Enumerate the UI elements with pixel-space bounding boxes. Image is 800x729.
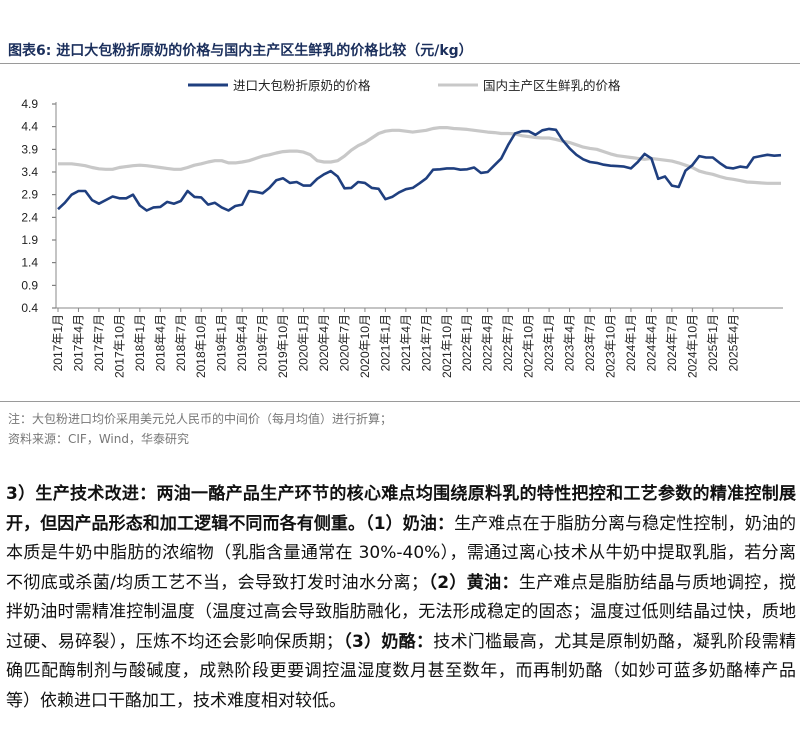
cheese-label: （3）奶酪： <box>342 631 434 652</box>
cheese-text: 技术门槛最高，尤其是原制奶酪，凝乳阶段需精确匹配酶制剂与酸碱度，成熟阶段更要调控… <box>6 631 797 711</box>
x-tick-label: 2023年7月 <box>583 314 597 371</box>
x-tick-label: 2022年1月 <box>460 314 474 371</box>
x-tick-label: 2025年1月 <box>706 314 720 371</box>
series-line-domestic-milk <box>58 125 781 185</box>
x-axis: 2017年1月 2017年4月 2017年7月 2017年10月 2018年1月 2018… <box>51 307 783 378</box>
legend-domestic-milk-label: 国内主产区生鲜乳的价格 <box>483 78 621 93</box>
x-tick-label: 2023年1月 <box>542 314 556 371</box>
x-tick-label: 2019年4月 <box>235 314 249 371</box>
x-tick-label: 2021年1月 <box>378 314 392 371</box>
y-axis: 4.9 4.4 3.9 3.4 2.9 2.4 1.9 1.4 0.9 0.4 <box>21 97 57 315</box>
x-tick-label: 2018年1月 <box>133 314 147 371</box>
x-tick-label: 2018年4月 <box>153 314 167 371</box>
notes-rule <box>0 401 800 402</box>
x-tick-label: 2023年10月 <box>603 314 617 378</box>
legend-imported-powder-label: 进口大包粉折原奶的价格 <box>233 78 371 93</box>
chart-legend: 进口大包粉折原奶的价格 国内主产区生鲜乳的价格 <box>188 78 621 93</box>
line-chart: 进口大包粉折原奶的价格 国内主产区生鲜乳的价格 4.9 4.4 3.9 3.4 2.9 2.… <box>21 78 783 378</box>
x-tick-label: 2017年10月 <box>112 314 126 378</box>
x-tick-label: 2024年4月 <box>644 314 658 371</box>
x-tick-label: 2024年7月 <box>665 314 679 371</box>
x-tick-label: 2018年7月 <box>174 314 188 371</box>
y-tick-label: 2.4 <box>21 210 38 224</box>
x-tick-label: 2020年1月 <box>297 314 311 371</box>
butter-text: 生产难点是脂肪结晶与质地调控，搅拌奶油时需精准控制温度（温度过高会导致脂肪融化，… <box>6 572 797 652</box>
y-tick-label: 0.4 <box>21 301 38 315</box>
x-tick-label: 2017年4月 <box>71 314 85 371</box>
title-rule <box>0 63 800 64</box>
y-tick-label: 4.9 <box>21 97 38 111</box>
y-tick-label: 4.4 <box>21 120 38 134</box>
y-tick-label: 0.9 <box>21 278 38 292</box>
body-heading: 3）生产技术改进：两油一酪产品生产环节的核心难点均围绕原料乳的特性把控和工艺参数… <box>6 484 796 534</box>
x-tick-label: 2024年10月 <box>685 314 699 378</box>
chart-source: 资料来源：CIF，Wind，华泰研究 <box>8 432 189 446</box>
x-tick-label: 2017年1月 <box>51 314 65 371</box>
x-tick-label: 2019年10月 <box>276 314 290 378</box>
x-tick-label: 2022年10月 <box>522 314 536 378</box>
chart-series <box>57 125 782 212</box>
cream-label: （1）奶油： <box>365 513 455 534</box>
y-tick-label: 1.9 <box>21 233 38 247</box>
x-tick-label: 2020年10月 <box>358 314 372 378</box>
x-tick-label: 2018年10月 <box>194 314 208 378</box>
y-tick-label: 3.4 <box>21 165 38 179</box>
x-tick-label: 2021年4月 <box>399 314 413 371</box>
x-tick-label: 2021年7月 <box>419 314 433 371</box>
x-tick-label: 2022年4月 <box>481 314 495 371</box>
x-tick-label: 2019年7月 <box>256 314 270 371</box>
y-tick-label: 1.4 <box>21 256 38 270</box>
y-tick-label: 3.9 <box>21 142 38 156</box>
figure-title: 图表6: 进口大包粉折原奶的价格与国内主产区生鲜乳的价格比较（元/kg） <box>8 43 473 59</box>
x-tick-label: 2020年4月 <box>317 314 331 371</box>
x-tick-label: 2024年1月 <box>624 314 638 371</box>
chart-note: 注：大包粉进口均价采用美元兑人民币的中间价（每月均值）进行折算； <box>8 412 393 426</box>
x-tick-label: 2017年7月 <box>92 314 106 371</box>
x-tick-label: 2022年7月 <box>501 314 515 371</box>
y-tick-label: 2.9 <box>21 188 38 202</box>
x-tick-label: 2019年1月 <box>215 314 229 371</box>
butter-label: （2）黄油： <box>428 572 519 593</box>
x-tick-label: 2025年4月 <box>726 314 740 371</box>
body-paragraph: 3）生产技术改进：两油一酪产品生产环节的核心难点均围绕原料乳的特性把控和工艺参数… <box>6 480 796 716</box>
series-line-imported-powder <box>57 127 782 212</box>
x-tick-label: 2021年10月 <box>440 314 454 378</box>
cream-text: 生产难点在于脂肪分离与稳定性控制，奶油的本质是牛奶中脂肪的浓缩物（乳脂含量通常在… <box>6 513 796 593</box>
x-tick-label: 2023年4月 <box>563 314 577 371</box>
x-tick-label: 2020年7月 <box>337 314 351 371</box>
